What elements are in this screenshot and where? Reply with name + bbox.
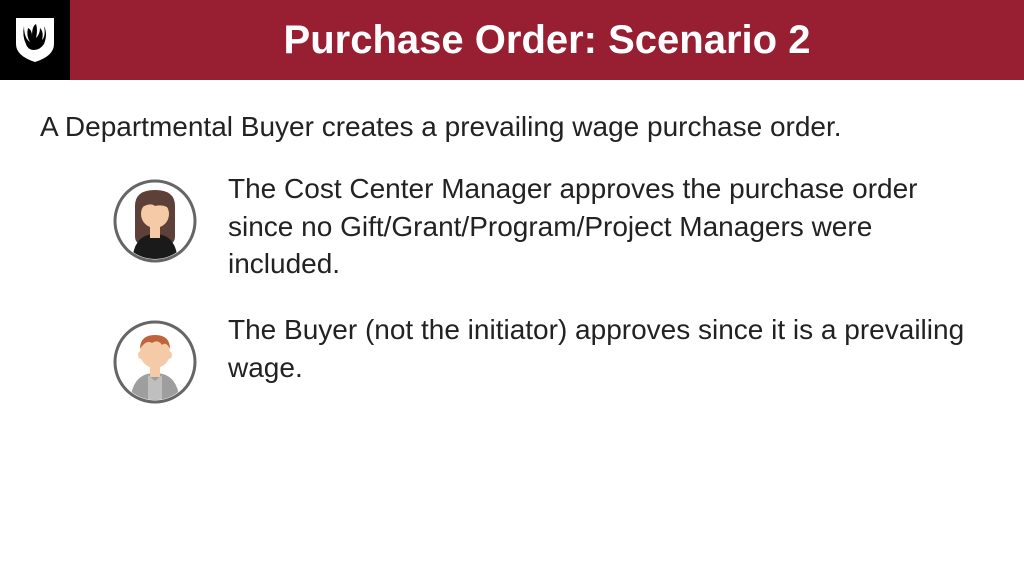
avatar-woman <box>110 176 200 266</box>
man-avatar-icon <box>110 317 200 407</box>
approval-item: The Cost Center Manager approves the pur… <box>40 168 984 283</box>
slide-content: A Departmental Buyer creates a prevailin… <box>0 80 1024 407</box>
woman-avatar-icon <box>110 176 200 266</box>
intro-text: A Departmental Buyer creates a prevailin… <box>40 108 984 146</box>
logo-block <box>0 0 70 80</box>
approval-item: The Buyer (not the initiator) approves s… <box>40 309 984 407</box>
slide-header: Purchase Order: Scenario 2 <box>0 0 1024 80</box>
wsu-shield-icon <box>14 16 56 64</box>
approval-text-2: The Buyer (not the initiator) approves s… <box>228 309 984 387</box>
avatar-man <box>110 317 200 407</box>
approval-text-1: The Cost Center Manager approves the pur… <box>228 168 984 283</box>
title-block: Purchase Order: Scenario 2 <box>70 0 1024 80</box>
slide-title: Purchase Order: Scenario 2 <box>284 18 811 63</box>
